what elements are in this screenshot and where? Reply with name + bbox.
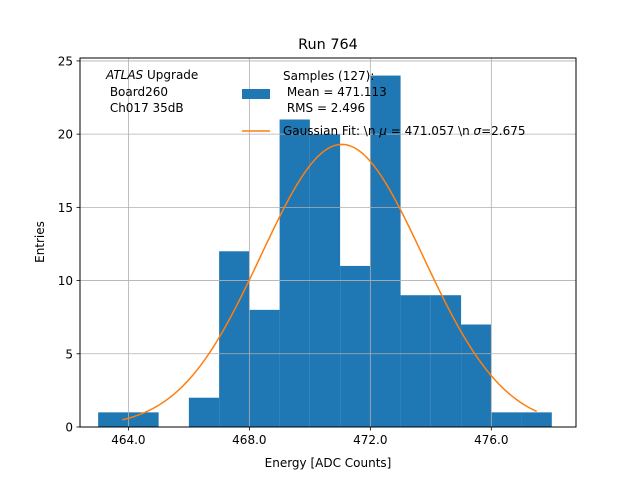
legend-histogram-line-3: RMS = 2.496 [283, 101, 365, 115]
x-axis-ticks: 464.0 468.0 472.0 476.0 [111, 427, 508, 447]
y-tick-label: 10 [58, 274, 73, 288]
atlas-annotation: ATLAS Upgrade Board260 Ch017 35dB [105, 68, 198, 115]
sigma-symbol: σ [474, 124, 482, 138]
histogram-bar [188, 397, 220, 427]
legend-histogram-swatch [242, 89, 270, 99]
mu-symbol: μ [378, 124, 387, 138]
histogram-bar [279, 119, 310, 427]
histogram-bar [128, 412, 159, 427]
fit-mid: = 471.057 \n [387, 124, 474, 138]
plot-frame [79, 57, 577, 428]
histogram-bar [98, 412, 129, 427]
annotation-line-2: Board260 [106, 85, 168, 99]
x-axis-label: Energy [ADC Counts] [265, 456, 392, 470]
histogram-bar [249, 309, 280, 427]
histogram-bar [430, 295, 462, 427]
gaussian-fit [122, 143, 538, 421]
y-tick-label: 0 [65, 421, 73, 435]
y-tick-label: 5 [65, 347, 73, 361]
y-tick-label: 15 [58, 201, 73, 215]
y-tick-label: 25 [58, 54, 73, 68]
x-tick-label: 468.0 [232, 433, 266, 447]
legend-histogram-line-2: Mean = 471.113 [283, 85, 387, 99]
histogram-bar [400, 295, 431, 427]
legend: Samples (127): Mean = 471.113 RMS = 2.49… [242, 69, 526, 138]
legend-histogram-line-1: Samples (127): [283, 69, 374, 83]
x-tick-label: 472.0 [353, 433, 387, 447]
fit-prefix: Gaussian Fit: \n [283, 124, 379, 138]
legend-fit-label: Gaussian Fit: \n μ = 471.057 \n σ=2.675 [283, 124, 526, 138]
fit-suffix: =2.675 [481, 124, 525, 138]
annotation-line-3: Ch017 35dB [106, 101, 184, 115]
y-axis-label: Entries [33, 221, 47, 263]
histogram-bar [491, 412, 522, 427]
annotation-line-1: ATLAS Upgrade [105, 68, 198, 82]
chart-title: Run 764 [298, 37, 358, 53]
x-tick-label: 476.0 [474, 433, 508, 447]
y-axis-ticks: 0 5 10 15 20 25 [58, 54, 80, 435]
gaussian-fit-curve [122, 143, 538, 421]
x-tick-label: 464.0 [111, 433, 145, 447]
histogram-bar [521, 412, 552, 427]
histogram-bar [340, 265, 371, 427]
upgrade-label: Upgrade [143, 68, 198, 82]
histogram-bar [219, 251, 250, 427]
y-tick-label: 20 [58, 128, 73, 142]
atlas-label: ATLAS [105, 68, 144, 82]
